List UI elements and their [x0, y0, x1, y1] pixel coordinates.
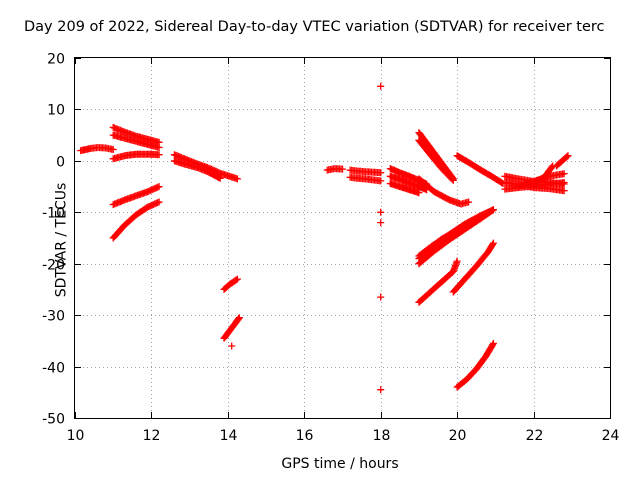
y-tick-label: -40 [42, 361, 65, 377]
chart-title: Day 209 of 2022, Sidereal Day-to-day VTE… [24, 19, 605, 35]
x-tick-label: 18 [373, 428, 391, 444]
data-series-segment [109, 150, 163, 163]
data-series-segment [553, 152, 572, 170]
data-series-segment [377, 386, 385, 394]
data-point-markers [415, 175, 473, 208]
data-series-segment [228, 342, 236, 350]
data-series-segment [377, 82, 385, 90]
data-point-markers [170, 151, 241, 183]
data-point-markers [109, 150, 163, 163]
data-point-markers [346, 166, 385, 177]
x-tick-label: 14 [220, 428, 238, 444]
data-series-segment [449, 239, 497, 296]
data-series-segment [415, 175, 473, 208]
data-series-segment [77, 144, 117, 155]
y-tick-label: -10 [42, 206, 65, 222]
y-tick-label: 10 [47, 103, 65, 119]
data-point-markers [449, 239, 497, 296]
axis-ticks: 10 12 14 16 18 20 22 24 -50 -40 -30 -20 -10 0 10 20 [42, 52, 619, 445]
x-axis-label: GPS time / hours [281, 456, 399, 472]
data-point-markers [377, 208, 385, 216]
data-point-markers [109, 123, 163, 146]
x-tick-label: 12 [143, 428, 161, 444]
data-point-markers [415, 257, 461, 306]
data-point-markers [228, 342, 236, 350]
data-series-segment [377, 219, 385, 227]
data-series-segment [386, 172, 431, 194]
y-tick-label: -20 [42, 258, 65, 274]
x-tick-label: 24 [602, 428, 620, 444]
data-point-markers [553, 152, 572, 170]
data-point-markers [109, 183, 163, 209]
data-series-segment [346, 166, 385, 177]
data-series-segment [109, 183, 163, 209]
x-tick-label: 20 [449, 428, 467, 444]
data-series-segment [386, 180, 423, 197]
data-series-segment [323, 165, 346, 174]
x-tick-label: 22 [526, 428, 544, 444]
data-series-segment [415, 136, 457, 184]
data-point-markers [453, 339, 497, 391]
data-series-segment [109, 131, 163, 151]
data-series-segment [415, 226, 461, 260]
data-series-segment [109, 198, 163, 242]
data-point-markers [377, 293, 385, 301]
data-point-markers [415, 136, 457, 184]
data-point-markers [377, 219, 385, 227]
data-series-segment [453, 339, 497, 391]
data-point-markers [377, 386, 385, 394]
data-point-markers [453, 152, 507, 187]
data-series-segment [377, 293, 385, 301]
data-point-markers [77, 144, 117, 155]
data-point-markers [386, 172, 431, 194]
data-point-markers [170, 157, 224, 182]
data-point-markers [346, 173, 385, 185]
data-series-segment [453, 152, 507, 187]
data-marks [77, 82, 572, 394]
y-tick-label: -30 [42, 309, 65, 325]
data-series-segment [170, 151, 241, 183]
data-point-markers [323, 165, 346, 174]
x-tick-label: 16 [296, 428, 314, 444]
y-tick-label: -50 [42, 412, 65, 428]
data-series-segment [415, 257, 461, 306]
data-series-segment [530, 162, 557, 188]
grid [75, 58, 610, 418]
x-tick-label: 10 [67, 428, 85, 444]
data-series-segment [220, 314, 243, 342]
data-point-markers [220, 314, 243, 342]
data-point-markers [220, 275, 241, 293]
data-series-segment [220, 275, 241, 293]
y-tick-label: 20 [47, 52, 65, 68]
plot-frame [74, 57, 611, 419]
data-series-segment [377, 208, 385, 216]
data-point-markers [415, 226, 461, 260]
data-point-markers [530, 162, 557, 188]
data-series-segment [170, 157, 224, 182]
data-point-markers [386, 180, 423, 197]
data-series-segment [346, 173, 385, 185]
y-tick-label: 0 [56, 155, 65, 171]
data-point-markers [109, 198, 163, 242]
data-series-segment [109, 123, 163, 146]
data-point-markers [377, 82, 385, 90]
data-point-markers [109, 131, 163, 151]
